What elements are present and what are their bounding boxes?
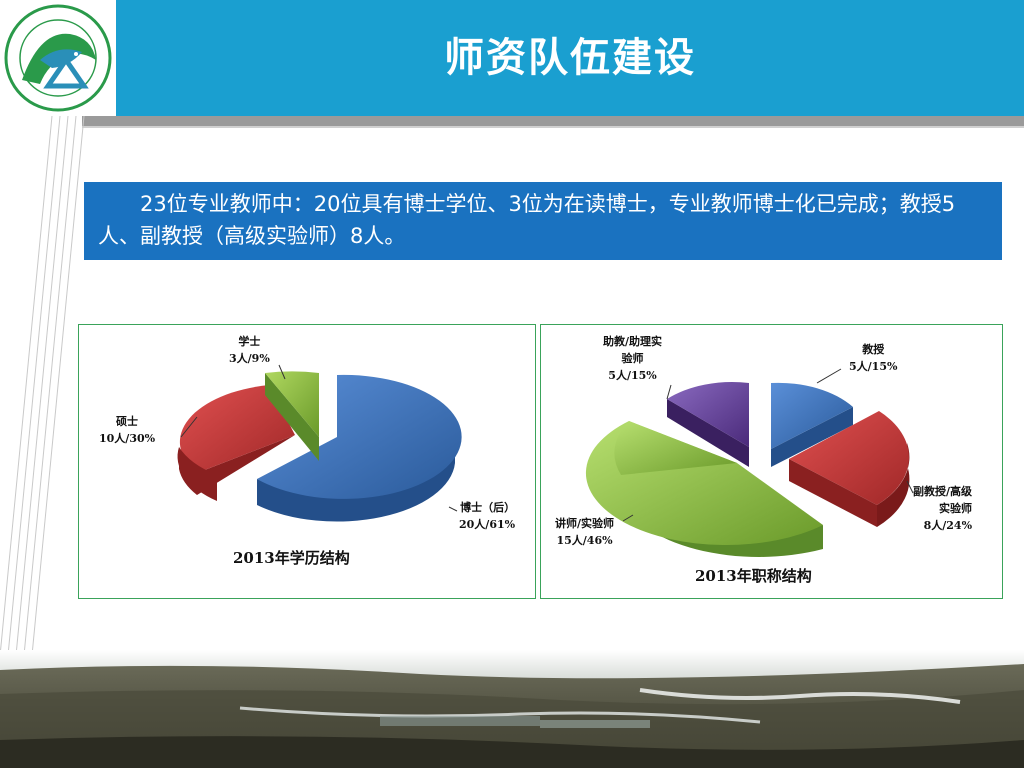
chart-panel-title: 助教/助理实 验师 5人/15% 教授 5人/15% 副教授/高级 实验师 8人… xyxy=(540,324,1003,599)
pie-slice-bachelors-side xyxy=(265,373,319,461)
label-professor: 教授 5人/15% xyxy=(849,343,898,373)
pie-slice-doctorate-side xyxy=(257,437,455,522)
label-assistant: 助教/助理实 验师 5人/15% xyxy=(603,335,663,382)
page-title: 师资队伍建设 xyxy=(444,35,696,81)
pie-slice-assoc-professor-front xyxy=(789,459,877,527)
label-masters: 硕士 10人/30% xyxy=(99,415,156,445)
pie-slice-professor-side xyxy=(771,407,853,467)
label-lecturer: 讲师/实验师 15人/46% xyxy=(555,517,615,547)
pie-chart-education xyxy=(177,364,462,522)
pie-slice-masters-front xyxy=(177,447,217,501)
chart-title-professional: 2013年职称结构 xyxy=(695,567,812,585)
pie-chart-title xyxy=(585,368,914,557)
pie-slice-assistant xyxy=(667,382,749,447)
pie-slice-assoc-professor xyxy=(789,411,909,505)
footer-landscape-image xyxy=(0,650,1024,768)
decorative-lines xyxy=(0,116,85,676)
pie-slice-doctorate xyxy=(257,374,462,499)
pie-slice-professor xyxy=(771,382,853,449)
pie-slice-lecturer-top xyxy=(614,421,737,475)
pie-slice-assistant-side xyxy=(667,399,749,467)
intro-text: 23位专业教师中：20位具有博士学位、3位为在读博士，专业教师博士化已完成；教授… xyxy=(84,182,1002,260)
pie-slice-bachelors xyxy=(265,371,319,437)
pie-slice-assoc-professor-side xyxy=(877,443,910,527)
label-doctorate: 博士（后） 20人/61% xyxy=(459,501,516,531)
label-bachelors: 学士 3人/9% xyxy=(229,335,270,365)
header-rule xyxy=(82,116,1024,126)
college-logo xyxy=(4,4,112,112)
title-bar xyxy=(116,0,1024,116)
label-assoc-professor: 副教授/高级 实验师 8人/24% xyxy=(913,485,973,532)
chart-panel-education: 学士 3人/9% 硕士 10人/30% 博士（后） 20人/61% 2013年学… xyxy=(78,324,536,599)
chart-title-education: 2013年学历结构 xyxy=(233,549,350,567)
pie-slice-masters xyxy=(179,385,295,473)
header-rule-shadow xyxy=(82,126,1024,128)
